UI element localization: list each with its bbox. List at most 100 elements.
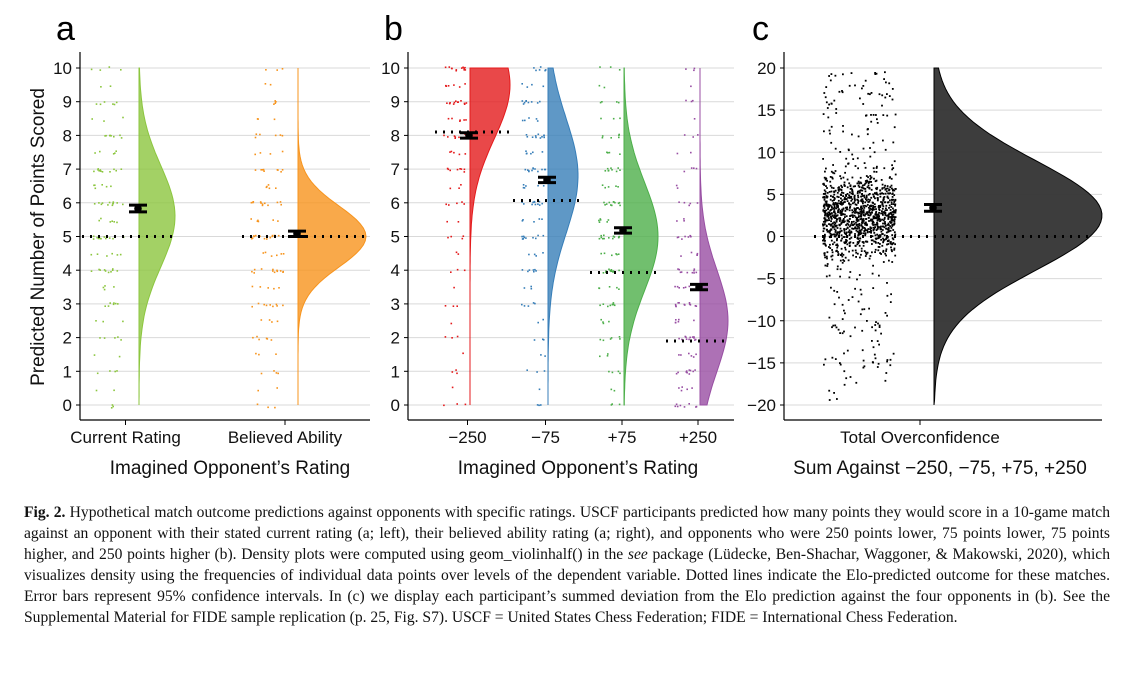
data-point bbox=[616, 101, 618, 103]
data-point bbox=[824, 190, 827, 193]
data-point bbox=[873, 216, 876, 218]
data-point bbox=[831, 225, 834, 228]
data-point bbox=[823, 207, 826, 209]
data-point bbox=[459, 120, 461, 122]
data-point bbox=[858, 240, 861, 242]
data-point bbox=[882, 241, 884, 244]
data-point bbox=[525, 134, 528, 136]
data-point bbox=[840, 189, 843, 191]
data-point bbox=[868, 209, 871, 212]
data-point bbox=[99, 150, 101, 153]
data-point bbox=[457, 221, 460, 223]
data-point bbox=[874, 205, 877, 208]
data-point bbox=[255, 352, 257, 355]
data-point bbox=[838, 231, 841, 233]
data-point bbox=[608, 286, 611, 288]
data-point bbox=[891, 223, 894, 226]
data-point bbox=[254, 136, 257, 139]
data-point bbox=[852, 242, 855, 244]
data-point bbox=[859, 191, 861, 194]
data-point bbox=[841, 221, 843, 224]
data-point bbox=[889, 209, 892, 211]
mean-point bbox=[619, 226, 627, 235]
data-point bbox=[876, 222, 879, 225]
data-point bbox=[456, 372, 458, 375]
data-point bbox=[871, 251, 873, 254]
data-point bbox=[607, 353, 609, 355]
data-point bbox=[885, 187, 888, 190]
jitter-points bbox=[598, 66, 621, 406]
data-point bbox=[832, 187, 835, 189]
data-point bbox=[101, 171, 104, 173]
data-point bbox=[828, 246, 830, 248]
data-point bbox=[837, 205, 839, 207]
data-point bbox=[607, 305, 609, 308]
data-point bbox=[873, 232, 876, 234]
data-point bbox=[836, 218, 839, 221]
data-point bbox=[678, 387, 680, 389]
data-point bbox=[870, 176, 873, 179]
y-tick-label: 9 bbox=[391, 93, 400, 112]
category-group bbox=[814, 67, 1103, 406]
data-point bbox=[832, 243, 834, 246]
data-point bbox=[843, 220, 846, 223]
data-point bbox=[693, 69, 695, 72]
data-point bbox=[463, 168, 466, 171]
data-point bbox=[601, 101, 603, 103]
data-point bbox=[836, 246, 839, 249]
data-point bbox=[888, 188, 891, 191]
data-point bbox=[829, 236, 831, 239]
data-point bbox=[696, 202, 699, 204]
data-point bbox=[113, 168, 115, 171]
data-point bbox=[831, 356, 834, 359]
mean-point bbox=[929, 204, 937, 212]
data-point bbox=[264, 83, 267, 85]
data-point bbox=[275, 372, 278, 374]
data-point bbox=[276, 270, 279, 273]
data-point bbox=[880, 179, 883, 181]
data-point bbox=[526, 136, 529, 138]
data-point bbox=[835, 220, 838, 223]
data-point bbox=[861, 198, 863, 201]
data-point bbox=[108, 66, 111, 68]
data-point bbox=[864, 229, 867, 232]
data-point bbox=[847, 259, 850, 262]
data-point bbox=[876, 118, 878, 121]
data-point bbox=[681, 238, 683, 240]
data-point bbox=[99, 69, 102, 71]
data-point bbox=[846, 349, 849, 352]
data-point bbox=[112, 268, 114, 270]
data-point bbox=[527, 305, 530, 307]
data-point bbox=[876, 366, 879, 368]
data-point bbox=[692, 99, 694, 102]
data-point bbox=[857, 238, 860, 240]
data-point bbox=[252, 336, 254, 339]
data-point bbox=[102, 286, 105, 289]
data-point bbox=[829, 230, 831, 233]
data-point bbox=[691, 271, 694, 274]
data-point bbox=[281, 134, 284, 137]
data-point bbox=[444, 336, 447, 338]
data-point bbox=[605, 271, 607, 274]
data-point bbox=[851, 211, 854, 214]
data-point bbox=[825, 200, 828, 203]
data-point bbox=[890, 216, 893, 219]
data-point bbox=[271, 321, 273, 323]
data-point bbox=[826, 265, 829, 267]
data-point bbox=[869, 93, 871, 96]
data-point bbox=[875, 210, 878, 213]
data-point bbox=[535, 270, 537, 272]
data-point bbox=[827, 203, 830, 206]
data-point bbox=[872, 207, 874, 209]
data-point bbox=[116, 270, 119, 272]
data-point bbox=[599, 355, 601, 358]
data-point bbox=[828, 103, 830, 106]
data-point bbox=[831, 254, 834, 257]
data-point bbox=[848, 194, 850, 197]
data-point bbox=[854, 212, 856, 214]
data-point bbox=[853, 201, 856, 204]
y-tick-label: 0 bbox=[767, 228, 776, 247]
data-point bbox=[598, 221, 601, 223]
data-point bbox=[834, 233, 836, 236]
data-point bbox=[849, 215, 851, 217]
